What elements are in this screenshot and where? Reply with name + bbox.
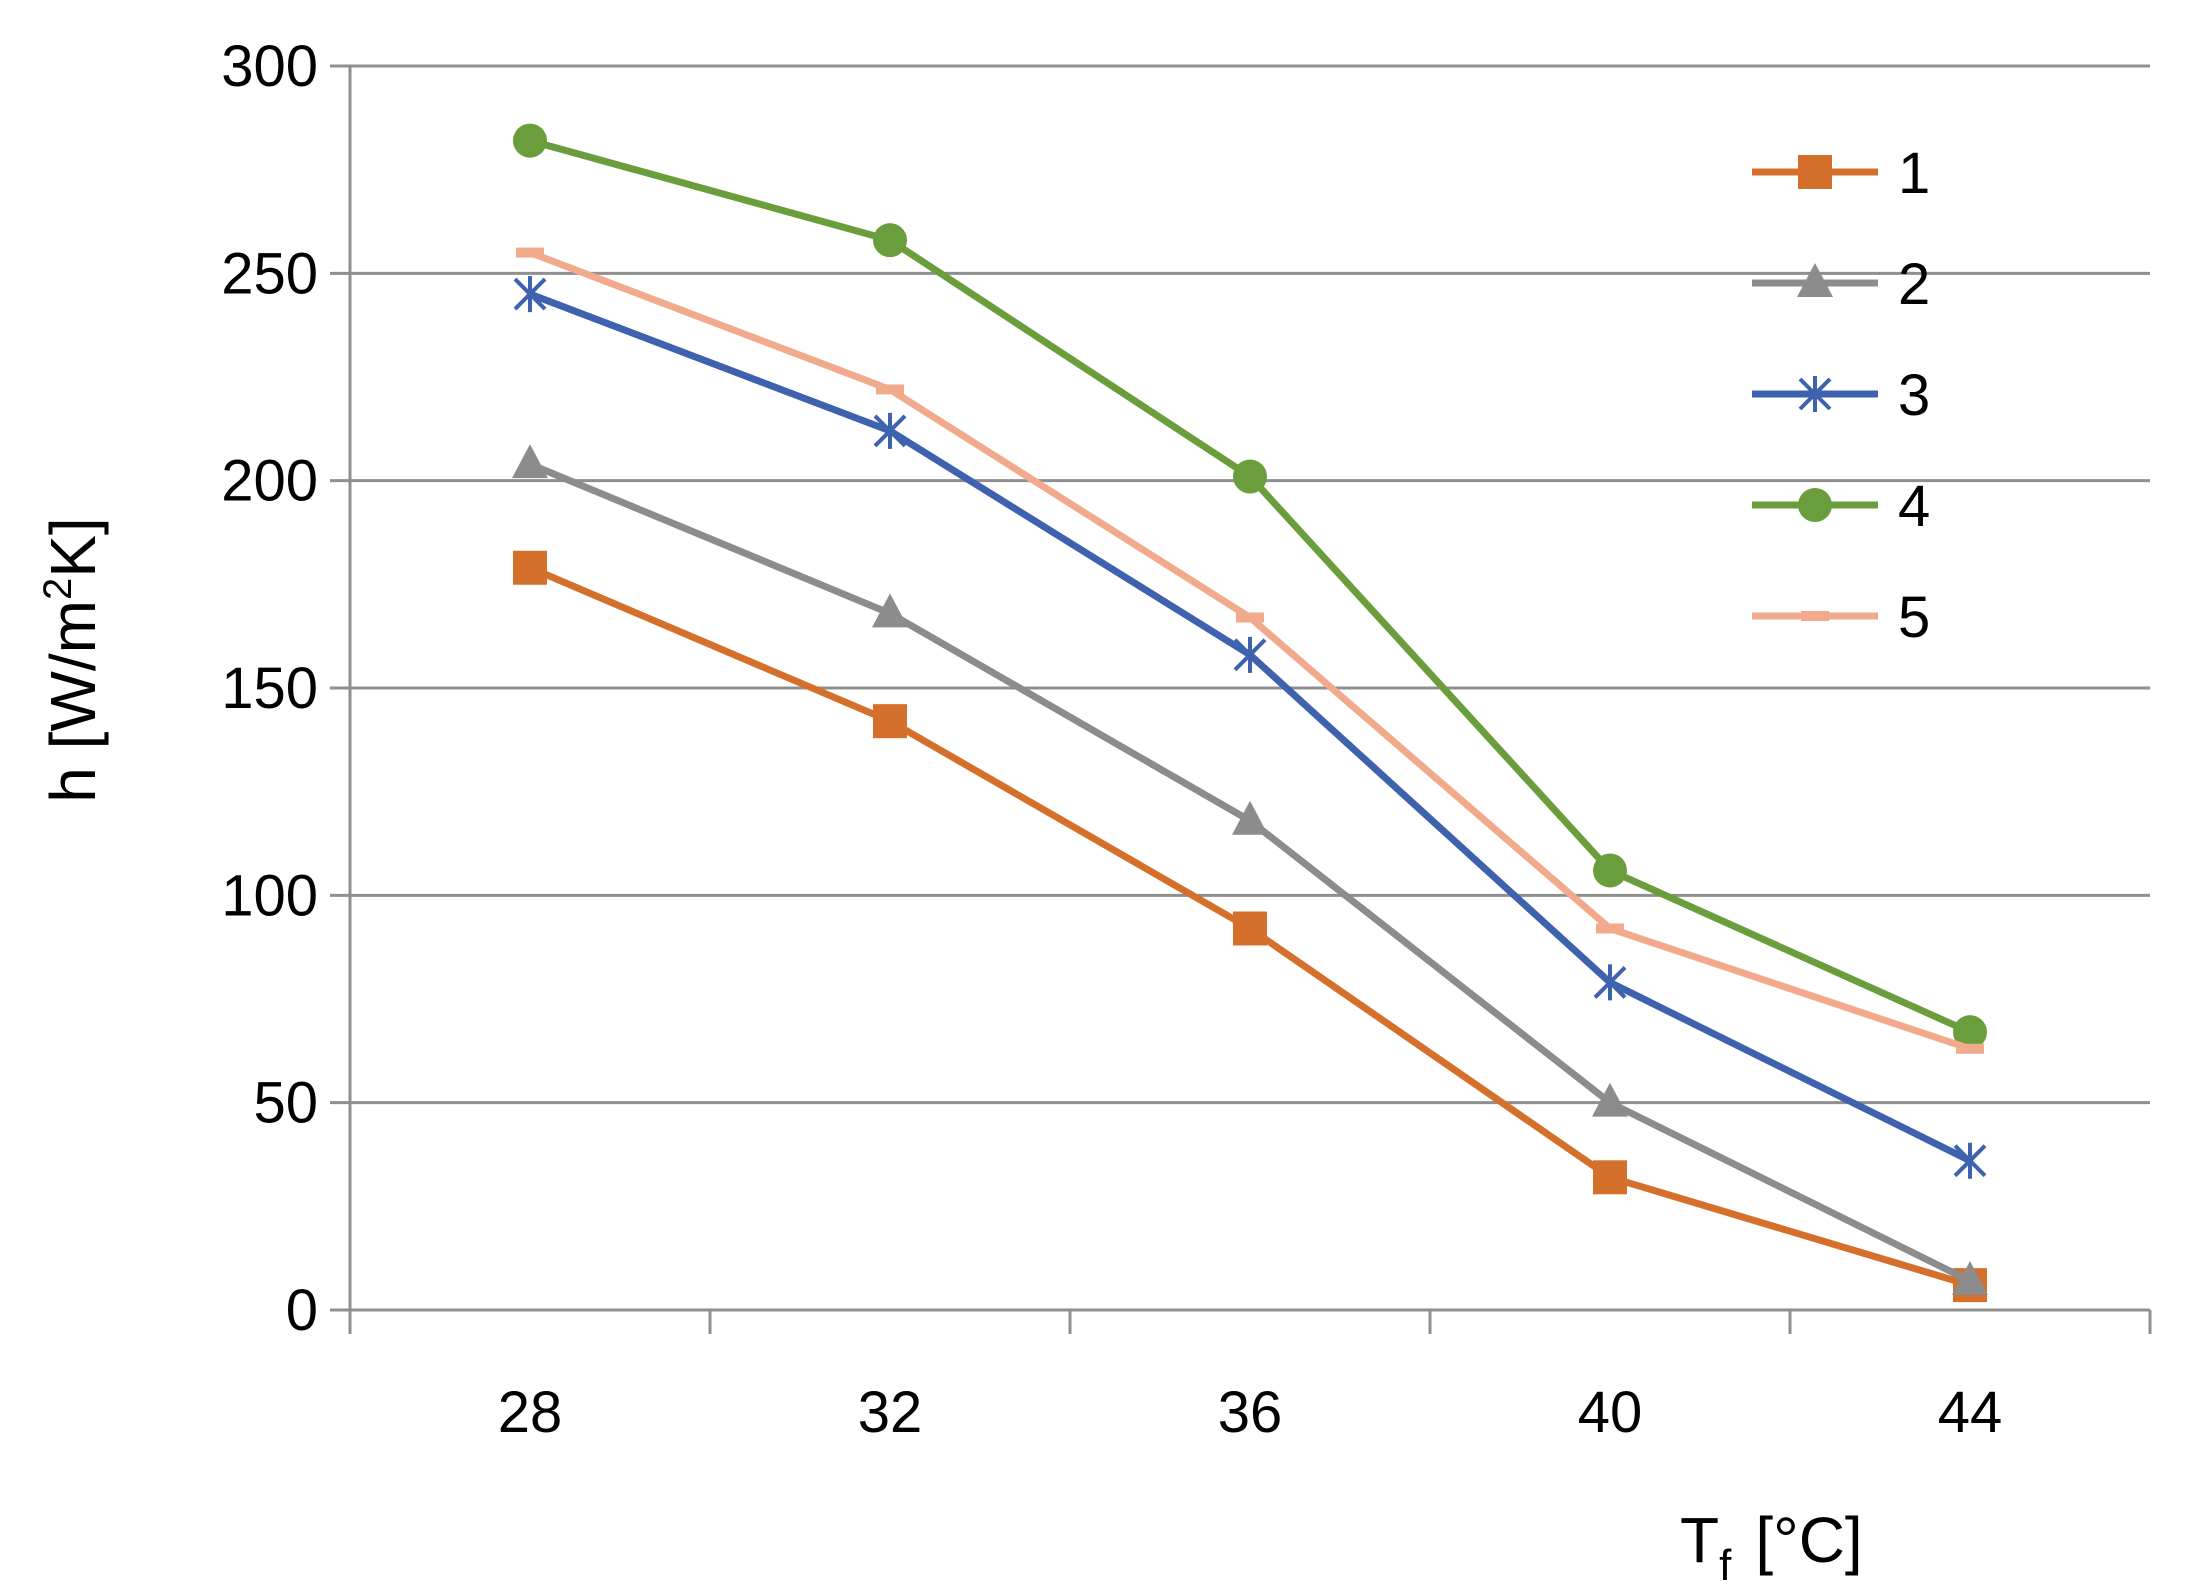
y-tick-label-150: 150 [221,656,318,721]
legend: 1 2 3 4 5 [1752,141,1930,650]
series-2-point-32 [872,593,908,628]
series-5-point-28 [516,247,544,258]
legend-marker-5 [1801,611,1829,621]
legend-label-3: 3 [1898,363,1930,428]
series-4-point-32 [873,223,907,258]
legend-label-2: 2 [1898,252,1930,317]
gridlines [350,64,2150,1105]
legend-label-1: 1 [1898,141,1930,206]
x-axis-ticks: 28 32 36 40 44 [498,1380,2003,1445]
legend-marker-1 [1798,155,1832,189]
series-1-point-32 [873,704,907,739]
x-tick-label-32: 32 [858,1380,923,1445]
series-3-point-32 [873,412,907,449]
series-3-point-44 [1953,1142,1987,1179]
series-4-point-28 [513,123,547,158]
x-tick-label-44: 44 [1938,1380,2003,1445]
legend-marker-3 [1798,376,1832,412]
series-2-line [528,460,1972,1285]
series-4-point-44 [1953,1015,1987,1050]
series-5-point-32 [876,384,904,395]
y-axis-title: h [W/m2K] [36,517,109,802]
x-axis-title-main: T [1680,1504,1719,1576]
series-2-point-44 [1952,1260,1988,1295]
y-tick-label-50: 50 [253,1071,318,1136]
series-lines [512,123,1988,1303]
y-tick-label-200: 200 [221,449,318,514]
series-4-point-36 [1233,459,1267,494]
y-tick-label-250: 250 [221,241,318,306]
y-tick-label-100: 100 [221,863,318,928]
series-2-point-36 [1232,800,1268,835]
x-axis-title: Tf [°C] [1680,1504,1863,1590]
series-1-point-40 [1593,1160,1627,1195]
series-3-point-28 [513,276,547,313]
series-1-point-28 [513,550,547,585]
y-axis-title-main: h [W/m [37,600,109,803]
series-2-point-28 [512,444,548,479]
x-tick-label-36: 36 [1218,1380,1283,1445]
series-1-point-36 [1233,911,1267,946]
y-axis-title-superscript: 2 [36,578,80,600]
x-tick-label-28: 28 [498,1380,563,1445]
series-4-point-40 [1593,853,1627,888]
legend-marker-4 [1798,488,1832,522]
series-5-point-36 [1236,612,1264,623]
series-2-point-40 [1592,1082,1628,1117]
x-axis-title-unit: [°C] [1755,1504,1862,1576]
series-3-point-40 [1593,964,1627,1001]
axes [330,64,2152,1334]
y-axis-title-end: K] [37,517,109,577]
series-5-point-40 [1596,923,1624,934]
x-tick-label-40: 40 [1578,1380,1643,1445]
y-axis-ticks: 0 50 100 150 200 250 300 [221,34,318,1343]
legend-label-4: 4 [1898,474,1930,539]
y-tick-label-0: 0 [286,1278,318,1343]
series-5-point-44 [1956,1043,1984,1054]
series-3-line [528,290,1972,1164]
legend-label-5: 5 [1898,585,1930,650]
series-3-point-36 [1233,636,1267,673]
x-axis-title-subscript: f [1719,1541,1732,1590]
legend-marker-2 [1797,263,1833,297]
y-tick-label-300: 300 [221,34,318,99]
